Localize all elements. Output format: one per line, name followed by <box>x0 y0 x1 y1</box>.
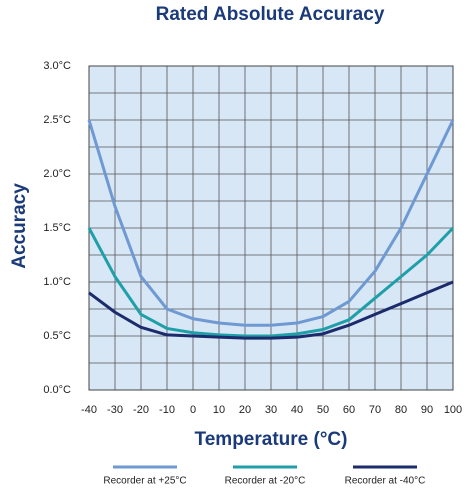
x-tick-label: 80 <box>395 404 407 416</box>
x-tick-label: 70 <box>369 404 381 416</box>
x-tick-label: 30 <box>265 404 277 416</box>
y-tick-label: 1.5°C <box>43 222 71 234</box>
series-line <box>87 226 455 338</box>
x-tick-label: 60 <box>343 404 355 416</box>
chart-title: Rated Absolute Accuracy <box>156 4 385 25</box>
legend-label: Recorder at -20°C <box>225 476 306 487</box>
x-tick-label: -40 <box>81 404 97 416</box>
x-tick-label: -30 <box>107 404 123 416</box>
y-tick-label: 0.0°C <box>43 384 71 396</box>
y-tick-label: 3.0°C <box>43 60 71 72</box>
x-tick-label: 90 <box>421 404 433 416</box>
x-tick-label: 100 <box>444 404 462 416</box>
y-tick-label: 1.0°C <box>43 276 71 288</box>
y-tick-label: 2.0°C <box>43 168 71 180</box>
y-tick-label: 0.5°C <box>43 330 71 342</box>
x-tick-label: 0 <box>190 404 196 416</box>
x-tick-label: 20 <box>239 404 251 416</box>
x-tick-label: -20 <box>133 404 149 416</box>
legend-label: Recorder at -40°C <box>345 476 426 487</box>
series-line <box>87 119 455 327</box>
x-tick-label: 50 <box>317 404 329 416</box>
y-tick-label: 2.5°C <box>43 114 71 126</box>
x-tick-label: 10 <box>213 404 225 416</box>
legend-label: Recorder at +25°C <box>103 476 186 487</box>
x-tick-label: -10 <box>159 404 175 416</box>
series-line <box>88 280 454 340</box>
x-tick-label: 40 <box>291 404 303 416</box>
x-axis-label: Temperature (°C) <box>195 429 348 450</box>
y-axis-label: Accuracy <box>9 183 30 269</box>
